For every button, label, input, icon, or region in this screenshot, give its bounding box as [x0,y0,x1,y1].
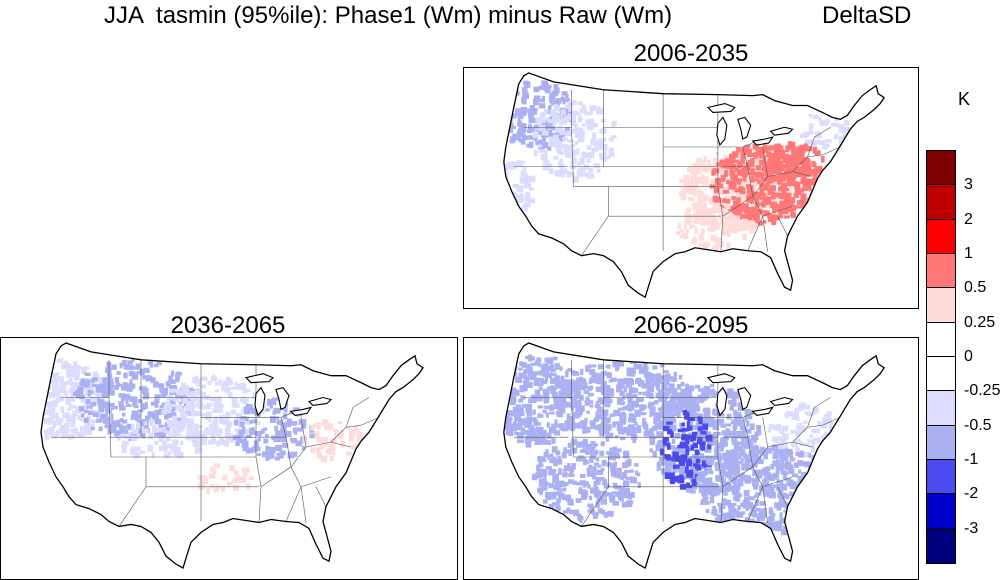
colorbar-tick-label: -0.5 [964,416,992,434]
panel-title-2006-2035: 2006-2035 [633,40,749,67]
colorbar-tick-label: -0.25 [964,382,1001,400]
great-lakes [244,373,333,417]
colorbar-segment [927,357,955,392]
colorbar-tick-label: 0 [964,348,973,365]
colorbar-tick-label: 0.5 [964,279,987,297]
great-lakes [706,102,794,147]
colorbar-segment [927,254,955,289]
coastline [503,342,886,570]
anomaly-field [503,354,843,537]
us-map [40,342,424,570]
state-borders [513,89,841,256]
colorbar-segment [927,288,955,323]
panel-title-2066-2095: 2066-2095 [633,312,749,339]
figure-title: JJA tasmin (95%ile): Phase1 (Wm) minus R… [104,2,673,29]
colorbar-tick-label: 0.25 [964,313,996,331]
anomaly-field [41,358,364,495]
colorbar-segment [927,425,955,460]
map-panel-2036-2065 [0,337,458,580]
colorbar-segment [927,185,955,220]
map-panel-2006-2035 [463,67,919,309]
great-lakes [706,373,794,417]
us-map [503,72,886,299]
map-panel-2066-2095 [463,337,919,580]
colorbar-tick-label: -1 [964,451,979,468]
colorbar-segment [927,528,955,563]
colorbar-unit: K [958,89,971,109]
colorbar-tick-label: 1 [964,245,973,262]
colorbar-segment [927,151,955,186]
coastline [40,342,424,570]
colorbar-segment [927,494,955,529]
colorbar-segment [927,391,955,426]
colorbar-tick-label: 3 [964,176,973,194]
colorbar-tick-label: 2 [964,210,973,228]
colorbar-tick-label: -3 [964,519,979,537]
colorbar-segment [927,322,955,357]
colorbar-tick-label: -2 [964,485,979,503]
coastline [503,72,886,299]
colorbar [926,150,956,564]
colorbar-segment [927,219,955,254]
method-label: DeltaSD [822,2,912,29]
panel-title-2036-2065: 2036-2065 [170,312,286,339]
us-map [503,342,886,570]
colorbar-segment [927,460,955,495]
